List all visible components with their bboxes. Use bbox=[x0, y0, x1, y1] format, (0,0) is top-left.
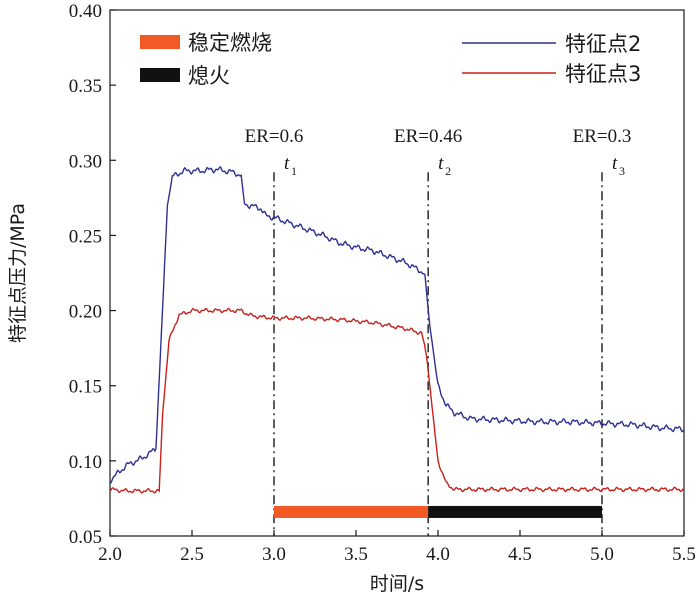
marker-t-subscript: 2 bbox=[445, 164, 451, 178]
x-tick-label: 2.0 bbox=[98, 544, 122, 565]
legend-label: 稳定燃烧 bbox=[188, 31, 272, 55]
legend-label: 特征点3 bbox=[565, 62, 641, 86]
legend-label: 熄火 bbox=[188, 64, 230, 88]
x-tick-label: 3.5 bbox=[344, 544, 368, 565]
y-tick-label: 0.35 bbox=[69, 76, 102, 97]
marker-t-label: t bbox=[284, 153, 290, 174]
x-tick-label: 4.0 bbox=[426, 544, 450, 565]
marker-er-label: ER=0.6 bbox=[245, 126, 304, 147]
legend-swatch bbox=[140, 68, 180, 82]
series-line-point2 bbox=[109, 166, 685, 484]
y-tick-label: 0.15 bbox=[69, 377, 102, 398]
y-tick-label: 0.05 bbox=[69, 527, 102, 548]
y-tick-label: 0.20 bbox=[69, 302, 102, 323]
phase-bar bbox=[274, 505, 429, 518]
marker-t-subscript: 3 bbox=[619, 164, 625, 178]
y-tick-label: 0.30 bbox=[69, 151, 102, 172]
x-axis-label: 时间/s bbox=[370, 573, 424, 595]
plot-layer: ER=0.6t 1ER=0.46t 2ER=0.3t 3 bbox=[109, 126, 685, 536]
x-tick-label: 2.5 bbox=[180, 544, 204, 565]
marker-t-label: t bbox=[438, 153, 444, 174]
x-tick-label: 3.0 bbox=[262, 544, 286, 565]
x-tick-label: 5.0 bbox=[590, 544, 614, 565]
y-tick-label: 0.10 bbox=[69, 452, 102, 473]
legend-label: 特征点2 bbox=[565, 32, 641, 56]
y-axis-label: 特征点压力/MPa bbox=[7, 203, 29, 343]
x-tick-label: 4.5 bbox=[508, 544, 532, 565]
x-tick-label: 5.5 bbox=[672, 544, 696, 565]
marker-er-label: ER=0.3 bbox=[573, 126, 632, 147]
marker-er-label: ER=0.46 bbox=[394, 126, 462, 147]
y-tick-label: 0.40 bbox=[69, 1, 102, 22]
legend-swatch bbox=[140, 35, 180, 49]
ticks-layer: 2.0 2.5 3.0 3.5 4.0 4.5 5.0 5.5 0.05 0.10 0.15 0.20… bbox=[69, 1, 696, 565]
marker-t-subscript: 1 bbox=[291, 164, 297, 178]
phase-bar bbox=[428, 505, 602, 518]
plot-frame bbox=[109, 9, 685, 537]
y-tick-label: 0.25 bbox=[69, 226, 102, 247]
series-line-point3 bbox=[109, 307, 685, 494]
marker-t-label: t bbox=[612, 153, 618, 174]
